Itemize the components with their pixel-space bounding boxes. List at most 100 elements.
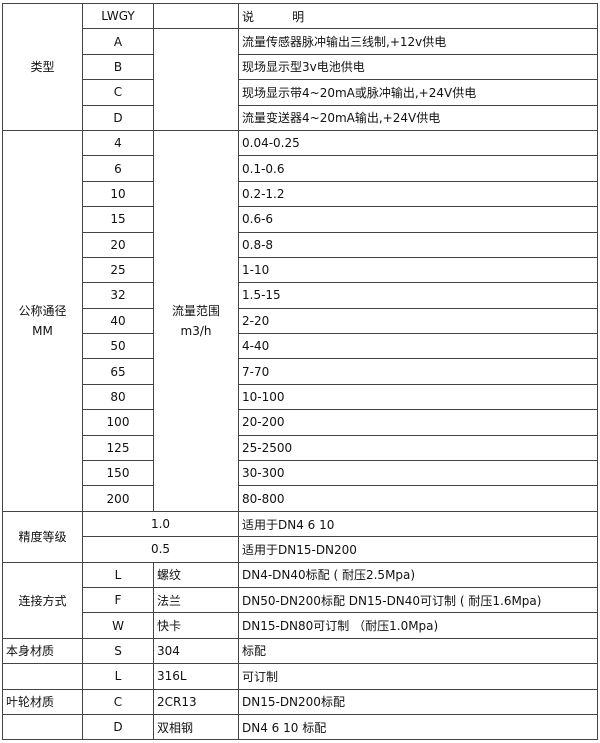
diameter-value: 6: [82, 155, 154, 182]
connection-desc: DN4-DN40标配 ( 耐压2.5Mpa): [238, 561, 598, 588]
body-material-row: 本身材质 S 304 标配: [2, 637, 598, 665]
type-row: C 现场显示带4~20mA或脉冲输出,+24V供电: [3, 79, 598, 106]
type-label: 类型: [2, 3, 83, 131]
type-row: B 现场显示型3v电池供电: [3, 53, 598, 81]
type-desc: 流量传感器脉冲输出三线制,+12v供电: [238, 28, 598, 55]
material-desc: 标配: [238, 637, 598, 665]
material-code: D: [82, 713, 154, 741]
diameter-value: 100: [82, 409, 154, 436]
impeller-material-row: D 双相钢 DN4 6 10 标配: [2, 713, 598, 741]
diameter-row: 65 7-70: [3, 358, 598, 385]
diameter-row: 公称通径 MM 4 流量范围 m3/h 0.04-0.25: [2, 129, 598, 512]
diameter-value: 150: [82, 460, 154, 487]
material-code: C: [82, 688, 154, 715]
accuracy-desc: 适用于DN15-DN200: [238, 536, 598, 563]
flow-range-label-text: 流量范围: [171, 303, 220, 318]
diameter-row: 200 80-800: [3, 485, 598, 512]
header-row: 类型 LWGY 说 明: [2, 2, 598, 131]
type-code: D: [82, 104, 154, 131]
flow-range-value: 0.2-1.2: [238, 180, 598, 208]
diameter-row: 10 0.2-1.2: [3, 180, 598, 208]
flow-range-value: 4-40: [238, 333, 598, 360]
diameter-row: 80 10-100: [3, 383, 598, 411]
accuracy-row: 0.5 适用于DN15-DN200: [3, 536, 598, 563]
flow-range-value: 80-800: [238, 485, 598, 512]
flow-range-value: 7-70: [238, 358, 598, 385]
material-name: 316L: [153, 663, 239, 690]
material-name: 2CR13: [153, 688, 239, 715]
body-material-row: L 316L 可订制: [2, 663, 598, 690]
flow-range-value: 25-2500: [238, 434, 598, 462]
type-row: A 流量传感器脉冲输出三线制,+12v供电: [3, 28, 598, 131]
accuracy-desc: 适用于DN4 6 10: [238, 510, 598, 538]
diameter-row: 50 4-40: [3, 333, 598, 360]
material-code: S: [82, 637, 154, 665]
diameter-value: 32: [82, 282, 154, 309]
flow-range-value: 30-300: [238, 460, 598, 487]
type-desc: 流量变送器4~20mA输出,+24V供电: [238, 104, 598, 131]
header-empty: [153, 2, 239, 30]
diameter-value: 80: [82, 383, 154, 411]
flow-range-unit: m3/h: [180, 323, 212, 338]
flow-range-value: 2-20: [238, 307, 598, 335]
header-desc: 说 明: [238, 2, 598, 30]
diameter-row: 150 30-300: [3, 460, 598, 487]
flow-range-value: 0.8-8: [238, 231, 598, 258]
material-desc: DN4 6 10 标配: [238, 713, 598, 741]
flow-range-value: 1.5-15: [238, 282, 598, 309]
diameter-value: 200: [82, 485, 154, 512]
flow-range-value: 0.6-6: [238, 206, 598, 233]
type-desc: 现场显示带4~20mA或脉冲输出,+24V供电: [238, 79, 598, 106]
diameter-value: 125: [82, 434, 154, 462]
diameter-row: 100 20-200: [3, 409, 598, 436]
body-material-label: 本身材质: [2, 637, 83, 665]
flow-range-value: 0.04-0.25: [238, 129, 598, 157]
accuracy-grade: 0.5: [82, 536, 239, 563]
material-name: 304: [153, 637, 239, 665]
connection-code: W: [82, 612, 154, 639]
diameter-unit: MM: [32, 323, 53, 338]
diameter-row: 25 1-10: [3, 256, 598, 284]
diameter-row: 125 25-2500: [3, 434, 598, 462]
connection-desc: DN50-DN200标配 DN15-DN40可订制 ( 耐压1.6Mpa): [238, 586, 598, 614]
diameter-value: 40: [82, 307, 154, 335]
flow-range-value: 1-10: [238, 256, 598, 284]
flow-range-value: 0.1-0.6: [238, 155, 598, 182]
type-row: D 流量变送器4~20mA输出,+24V供电: [3, 104, 598, 131]
diameter-value: 20: [82, 231, 154, 258]
connection-row: W 快卡 DN15-DN80可订制 （耐压1.0Mpa): [3, 612, 598, 639]
connection-name: 法兰: [153, 586, 239, 614]
connection-name: 快卡: [153, 612, 239, 639]
connection-desc: DN15-DN80可订制 （耐压1.0Mpa): [238, 612, 598, 639]
diameter-label: 公称通径 MM: [2, 129, 83, 512]
diameter-value: 10: [82, 180, 154, 208]
material-desc: DN15-DN200标配: [238, 688, 598, 715]
empty-cell: [2, 663, 83, 690]
diameter-row: 15 0.6-6: [3, 206, 598, 233]
connection-code: L: [82, 561, 154, 588]
material-name: 双相钢: [153, 713, 239, 741]
diameter-row: 20 0.8-8: [3, 231, 598, 258]
connection-name: 螺纹: [153, 561, 239, 588]
impeller-material-label: 叶轮材质: [2, 688, 83, 715]
diameter-row: 6 0.1-0.6: [3, 155, 598, 182]
material-code: L: [82, 663, 154, 690]
material-desc: 可订制: [238, 663, 598, 690]
impeller-material-row: 叶轮材质 C 2CR13 DN15-DN200标配: [2, 688, 598, 715]
flow-range-value: 10-100: [238, 383, 598, 411]
connection-row: F 法兰 DN50-DN200标配 DN15-DN40可订制 ( 耐压1.6Mpa): [3, 586, 598, 614]
type-code: A: [82, 28, 154, 55]
flow-range-value: 20-200: [238, 409, 598, 436]
connection-code: F: [82, 586, 154, 614]
diameter-row: 40 2-20: [3, 307, 598, 335]
type-desc: 现场显示型3v电池供电: [238, 53, 598, 81]
empty-cell: [2, 713, 83, 741]
diameter-value: 15: [82, 206, 154, 233]
diameter-value: 50: [82, 333, 154, 360]
diameter-label-text: 公称通径: [18, 303, 67, 318]
accuracy-row: 精度等级 1.0 适用于DN4 6 10: [2, 510, 598, 563]
type-code: C: [82, 79, 154, 106]
diameter-value: 65: [82, 358, 154, 385]
type-empty-cell: [153, 28, 239, 131]
